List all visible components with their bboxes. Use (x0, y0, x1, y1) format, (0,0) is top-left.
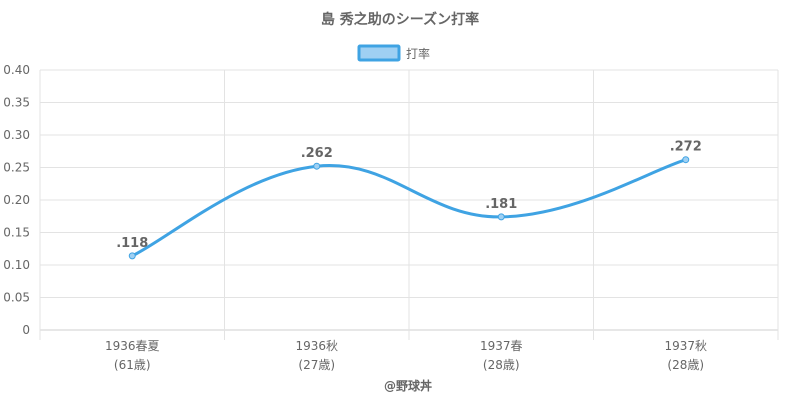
data-label: .118 (116, 236, 148, 251)
x-axis: 1936春夏 (61歳) 1936秋 (27歳) 1937春 (28歳) 1937秋 (28歳… (105, 339, 707, 372)
series-line (131, 158, 687, 258)
y-tick-label: 0.20 (3, 193, 30, 207)
data-points (128, 156, 690, 260)
x-tick-label: 1937秋 (664, 339, 707, 353)
y-tick-label: 0.05 (3, 291, 30, 305)
x-tick-label: 1936春夏 (105, 339, 160, 353)
data-labels: .118 .262 .181 .272 (116, 140, 702, 251)
footer-credit: @野球丼 (384, 378, 432, 393)
data-point (497, 213, 505, 221)
y-tick-label: 0.25 (3, 161, 30, 175)
x-tick-age-label: (27歳) (298, 358, 335, 372)
y-tick-label: 0.40 (3, 63, 30, 77)
data-point (313, 162, 321, 170)
legend-label: 打率 (406, 46, 430, 61)
data-label: .262 (301, 146, 333, 161)
series-line-group (131, 158, 687, 258)
grid-lines (39, 69, 779, 340)
chart-title: 島 秀之助のシーズン打率 (321, 11, 479, 28)
x-tick-label: 1936秋 (295, 339, 338, 353)
y-tick-label: 0.35 (3, 96, 30, 110)
data-label: .181 (485, 197, 517, 212)
y-axis: 0 0.05 0.10 0.15 0.20 0.25 0.30 0.35 0.40 (3, 63, 30, 337)
y-tick-label: 0.10 (3, 258, 30, 272)
x-tick-age-label: (28歳) (483, 358, 520, 372)
y-tick-label: 0.30 (3, 128, 30, 142)
y-tick-label: 0.15 (3, 226, 30, 240)
legend-swatch (357, 44, 401, 62)
data-point (128, 252, 136, 260)
x-tick-age-label: (61歳) (114, 358, 151, 372)
legend[interactable]: 打率 (357, 44, 430, 62)
x-tick-age-label: (28歳) (667, 358, 704, 372)
y-tick-label: 0 (22, 323, 30, 337)
x-tick-label: 1937春 (480, 339, 523, 353)
data-point (682, 156, 690, 164)
data-label: .272 (670, 140, 702, 155)
